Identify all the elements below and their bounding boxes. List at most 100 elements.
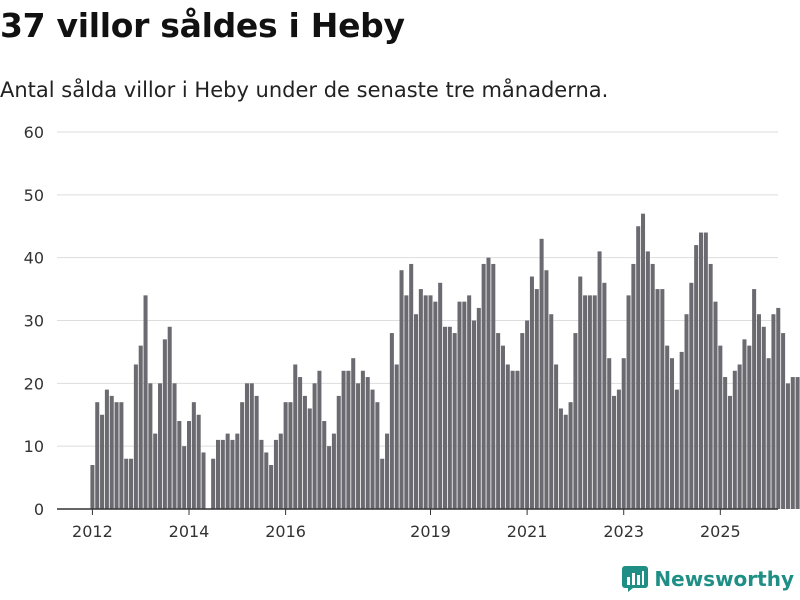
bar [196,414,201,509]
bar [331,433,336,509]
bar [631,263,636,509]
bar [467,295,472,509]
x-tick-label: 2021 [507,522,548,541]
bar [592,295,597,509]
bar [529,276,534,509]
bar [462,301,467,509]
bar [428,295,433,509]
bar [409,263,414,509]
bar [360,370,365,509]
bar [182,446,187,509]
bar [747,345,752,509]
bar [278,433,283,509]
bar [679,351,684,509]
bar [230,439,235,509]
bar [302,395,307,509]
bar [187,421,192,509]
bar [418,289,423,509]
bar [481,263,486,509]
y-axis-tick-labels: 0 10 20 30 40 50 60 [24,123,44,519]
bar [727,395,732,509]
bar [283,402,288,509]
chart-subtitle: Antal sålda villor i Heby under de senas… [0,78,609,102]
bar [626,295,631,509]
bar [486,257,491,509]
bar [356,383,361,509]
y-tick-label: 60 [24,123,44,142]
bar [718,345,723,509]
bar [515,370,520,509]
bar [433,301,438,509]
x-tick-label: 2016 [265,522,306,541]
bar [554,364,559,509]
chart-title: 37 villor såldes i Heby [0,6,405,45]
bar [510,370,515,509]
bar [597,251,602,509]
brand-name: Newsworthy [654,567,794,591]
bar [457,301,462,509]
bar [650,263,655,509]
bar [476,307,481,509]
bar [162,339,167,509]
bar [100,414,105,509]
bar [143,295,148,509]
bar [471,320,476,509]
bar [273,439,278,509]
bar [776,307,781,509]
bar [119,402,124,509]
bar [95,402,100,509]
bar [790,377,795,509]
bar [394,364,399,509]
bar [327,446,332,509]
bar [621,358,626,509]
bar [288,402,293,509]
bar [563,414,568,509]
bar [496,333,501,509]
bar [795,377,800,509]
bar [235,433,240,509]
bar [583,295,588,509]
bar [558,408,563,509]
bar [752,289,757,509]
x-tick-label: 2023 [603,522,644,541]
bar [346,370,351,509]
bar [298,377,303,509]
bar [293,364,298,509]
bar [713,301,718,509]
x-axis-tick-labels: 2012 2014 2016 2019 2021 2023 2025 [72,509,741,541]
bar [500,345,505,509]
bar [336,395,341,509]
bar [172,383,177,509]
bar [756,314,761,509]
bar [109,395,114,509]
y-tick-label: 0 [34,500,44,519]
newsworthy-logo-icon [622,566,649,592]
bar [269,465,274,509]
bar [785,383,790,509]
bar [607,358,612,509]
bar [723,377,728,509]
bar [689,282,694,509]
newsworthy-logo: Newsworthy [622,566,794,592]
bar [322,421,327,509]
x-tick-label: 2025 [700,522,741,541]
bar [129,458,134,509]
bar [225,433,230,509]
bar [447,326,452,509]
bar [544,270,549,509]
bar [399,270,404,509]
bar [602,282,607,509]
bar [249,383,254,509]
bar [655,289,660,509]
bar [201,452,206,509]
bar [578,276,583,509]
bar [452,333,457,509]
x-tick-label: 2012 [72,522,113,541]
bar [587,295,592,509]
bar [742,339,747,509]
bar [708,263,713,509]
bar [254,395,259,509]
bar [520,333,525,509]
bar [385,433,390,509]
